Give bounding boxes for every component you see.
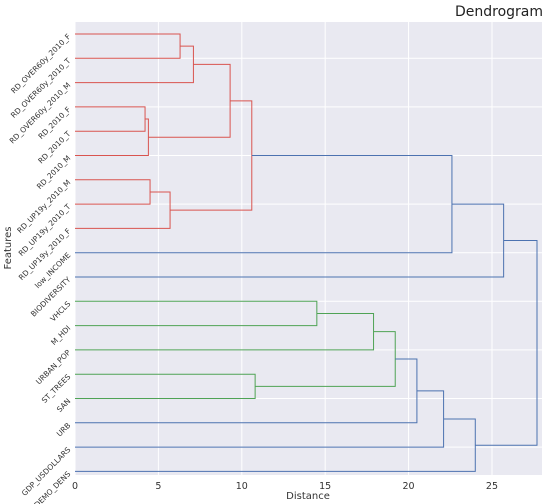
- y-axis-label: Features: [3, 227, 14, 270]
- merge-link: [75, 300, 318, 327]
- x-tick-label: 15: [319, 481, 331, 492]
- leaf-label: SAN: [55, 397, 72, 414]
- chart-title: Dendrogram: [455, 4, 543, 20]
- leaf-label: M_HDI: [49, 324, 72, 347]
- leaf-label: URB: [55, 421, 73, 439]
- merge-link: [75, 312, 375, 351]
- merge-link: [75, 203, 505, 278]
- leaf-labels: RD_OVER60y_2010_FRD_OVER60y_2010_TRD_OVE…: [8, 32, 73, 504]
- x-tick-label: 25: [486, 481, 498, 492]
- plot-area: [75, 22, 542, 475]
- x-tick-label: 10: [236, 481, 248, 492]
- x-tick-labels: 0 5 10 15 20 25: [72, 481, 498, 492]
- x-axis-label: Distance: [286, 491, 330, 502]
- leaf-label: VHCLS: [48, 299, 72, 323]
- x-tick-label: 20: [403, 481, 415, 492]
- dendrogram-links: [75, 33, 538, 472]
- merge-link: [75, 390, 445, 448]
- x-tick-label: 5: [155, 481, 161, 492]
- x-tick-label: 0: [72, 481, 78, 492]
- merge-link: [475, 240, 538, 446]
